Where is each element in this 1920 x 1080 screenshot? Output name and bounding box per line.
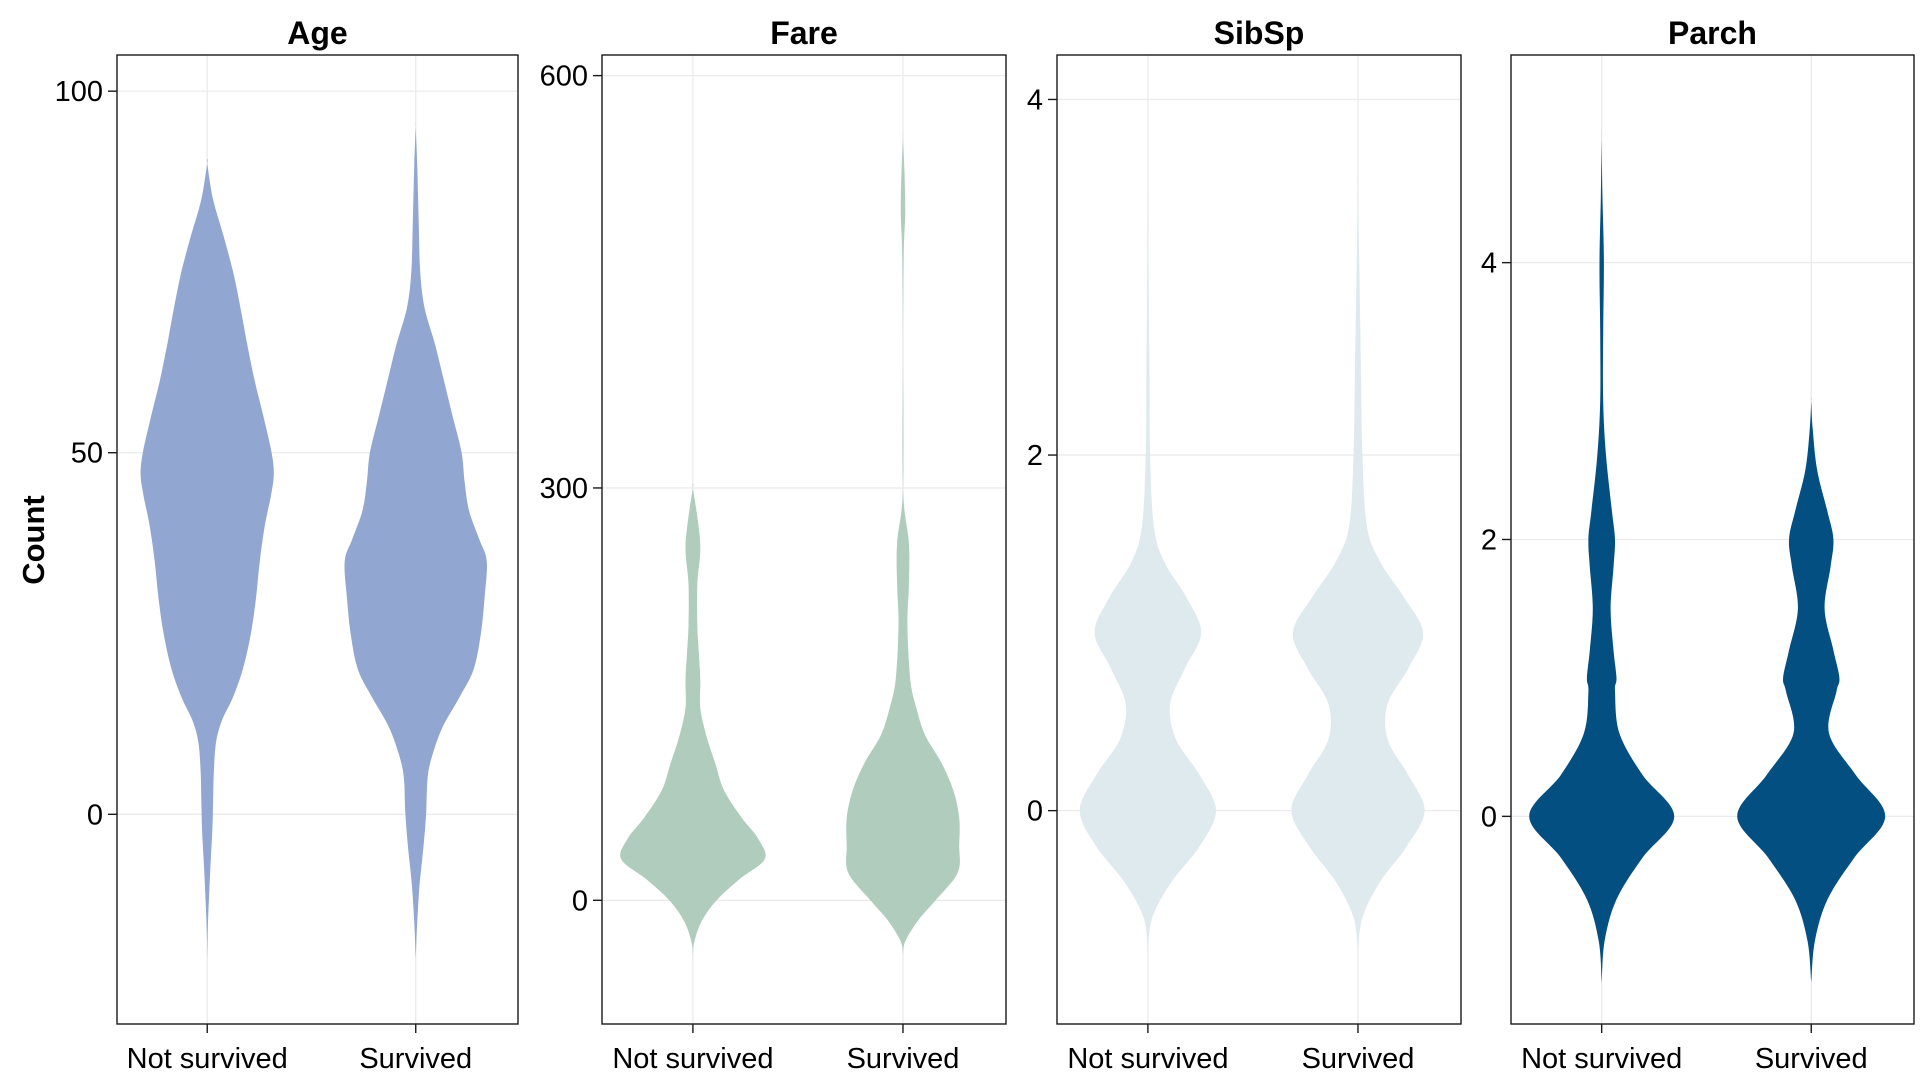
y-tick-label-fare: 0 [572, 885, 588, 917]
y-tick-label-fare: 600 [540, 61, 588, 93]
y-tick-label-age: 0 [87, 799, 103, 831]
panel-title-age: Age [287, 15, 347, 51]
y-tick-label-sibsp: 0 [1027, 796, 1043, 828]
violin-fare-survived [846, 133, 960, 956]
y-tick-label-age: 100 [55, 76, 103, 108]
panel-frame-sibsp [1056, 54, 1462, 1025]
panel-title-parch: Parch [1668, 15, 1757, 51]
x-tick-label-sibsp-survived: Survived [1302, 1043, 1415, 1075]
x-tick-label-parch-survived: Survived [1755, 1043, 1868, 1075]
x-tick-label-age-survived: Survived [359, 1043, 472, 1075]
violin-parch-survived [1737, 397, 1886, 983]
panel-parch: 0 2 4 Not survived Survived Parch [1481, 15, 1915, 1075]
violin-sibsp-survived [1291, 177, 1425, 953]
panel-title-sibsp: SibSp [1214, 15, 1305, 51]
panel-title-fare: Fare [770, 15, 838, 51]
x-tick-label-fare-survived: Survived [847, 1043, 960, 1075]
x-tick-label-sibsp-not-survived: Not survived [1067, 1043, 1228, 1075]
panel-fare: 0 300 600 Not survived Survived Fare [540, 15, 1007, 1075]
y-tick-label-parch: 2 [1481, 525, 1497, 557]
panels-group: 0 50 100 Not survived Survived Age 0 300 600 Not … [55, 15, 1915, 1075]
panel-frame-age [116, 54, 519, 1025]
x-tick-label-parch-not-survived: Not survived [1521, 1043, 1682, 1075]
panel-sibsp: 0 2 4 Not survived Survived SibSp [1027, 15, 1462, 1075]
x-tick-label-age-not-survived: Not survived [127, 1043, 288, 1075]
y-axis-label: Count [16, 495, 51, 585]
violin-parch-not-survived [1529, 131, 1675, 983]
y-tick-label-sibsp: 2 [1027, 440, 1043, 472]
panel-frame-fare [601, 54, 1007, 1025]
y-tick-label-age: 50 [71, 438, 103, 470]
y-tick-label-parch: 0 [1481, 801, 1497, 833]
violin-age-survived [344, 122, 487, 959]
violin-fare-not-survived [620, 483, 766, 956]
y-tick-label-sibsp: 4 [1027, 84, 1043, 116]
panel-age: 0 50 100 Not survived Survived Age [55, 15, 519, 1075]
y-tick-label-parch: 4 [1481, 248, 1497, 280]
violin-sibsp-not-survived [1079, 177, 1216, 953]
violin-age-not-survived [140, 158, 274, 959]
x-tick-label-fare-not-survived: Not survived [612, 1043, 773, 1075]
y-tick-label-fare: 300 [540, 473, 588, 505]
